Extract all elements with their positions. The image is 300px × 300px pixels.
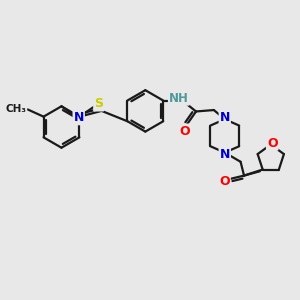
Text: O: O: [267, 136, 278, 150]
Text: N: N: [220, 148, 230, 160]
Text: NH: NH: [169, 92, 189, 105]
Text: O: O: [179, 124, 190, 137]
Text: O: O: [219, 175, 230, 188]
Text: N: N: [220, 111, 230, 124]
Text: N: N: [74, 111, 84, 124]
Text: CH₃: CH₃: [5, 104, 26, 115]
Text: S: S: [94, 98, 103, 110]
